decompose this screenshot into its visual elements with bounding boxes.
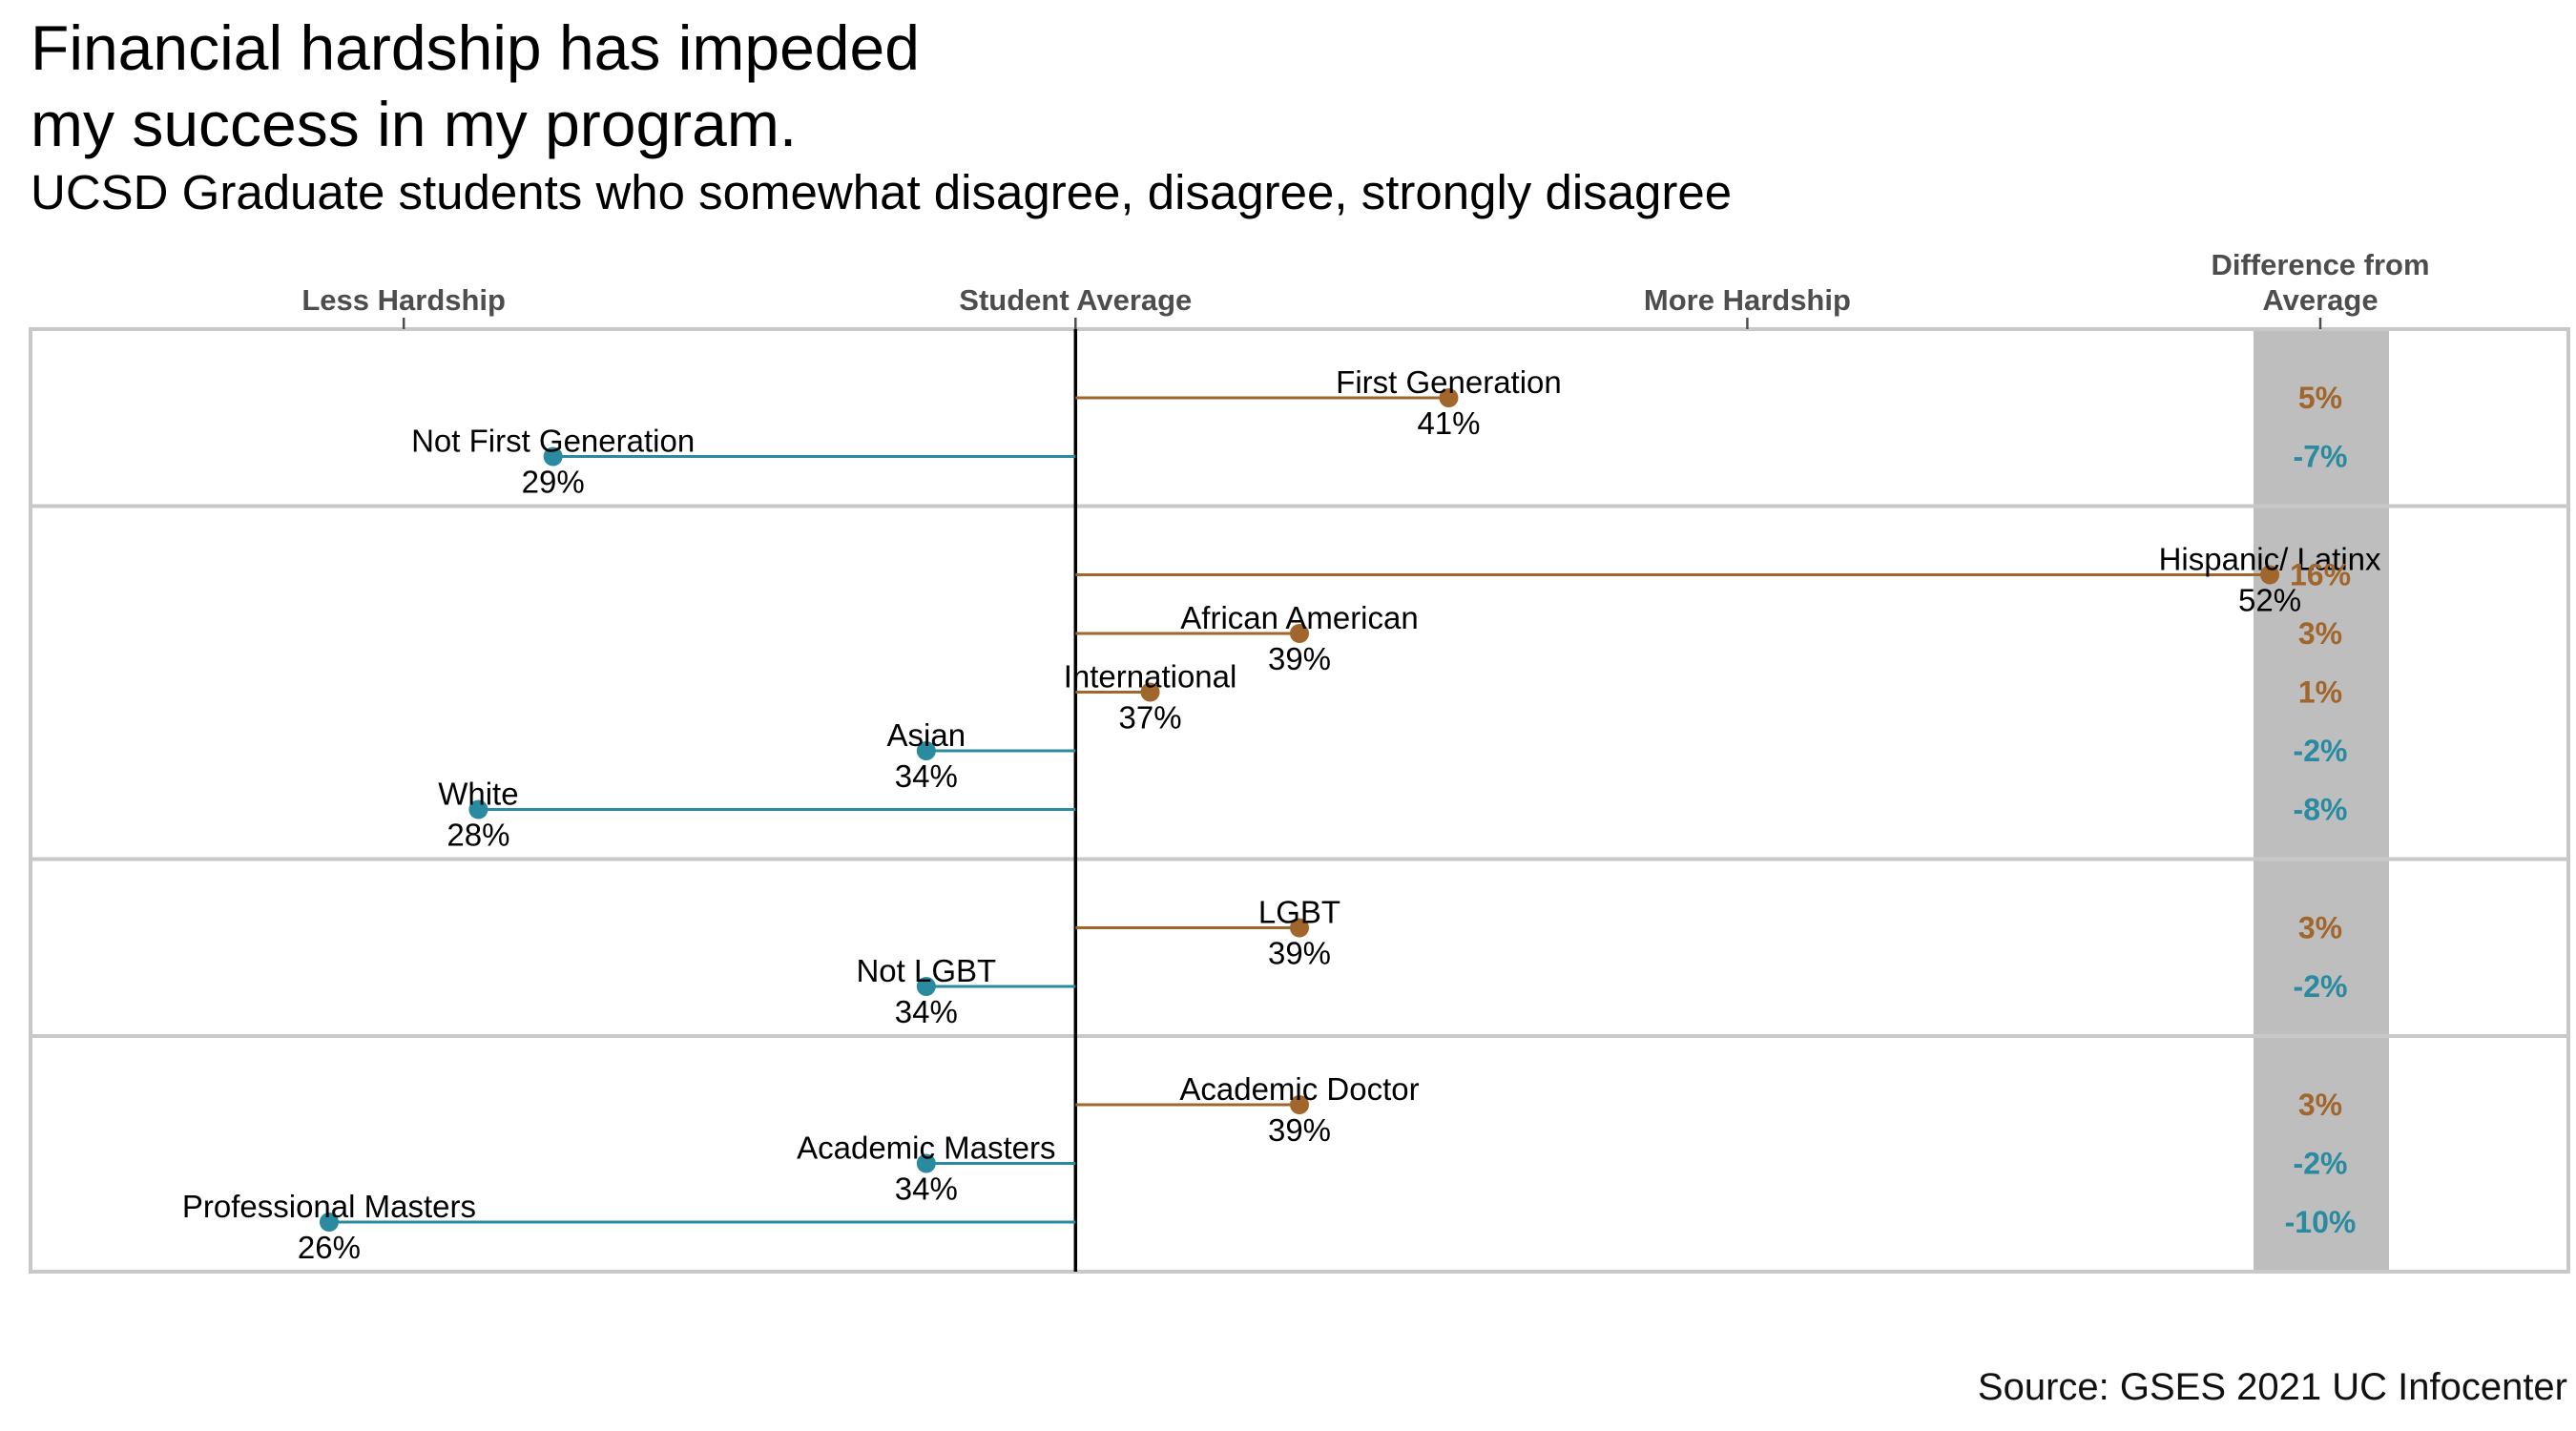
diff-label-academic-doctor: 3% (2298, 1088, 2342, 1122)
chart-subtitle: UCSD Graduate students who somewhat disa… (31, 165, 1733, 219)
point-first-generation (1439, 388, 1459, 407)
label-professional-masters: Professional Masters (182, 1189, 476, 1224)
label-african-american: African American (1180, 600, 1418, 635)
label-not-lgbt: Not LGBT (856, 953, 996, 988)
diff-label-asian: -2% (2294, 734, 2348, 768)
point-professional-masters (319, 1213, 339, 1232)
diff-label-african-american: 3% (2298, 616, 2342, 651)
diff-label-lgbt: 3% (2298, 911, 2342, 945)
value-label-not-first-generation: 29% (522, 465, 585, 500)
diff-label-white: -8% (2294, 793, 2348, 827)
diff-label-international: 1% (2298, 675, 2342, 710)
value-label-lgbt: 39% (1268, 936, 1331, 971)
label-academic-doctor: Academic Doctor (1179, 1071, 1419, 1107)
point-lgbt (1290, 918, 1309, 938)
panel-border-1 (29, 327, 2570, 508)
value-label-academic-masters: 34% (895, 1172, 958, 1207)
value-label-african-american: 39% (1268, 641, 1331, 676)
axis-label-more-hardship: More Hardship (1644, 283, 1851, 317)
difference-column-background (2254, 329, 2389, 1272)
label-lgbt: LGBT (1258, 895, 1340, 930)
point-academic-doctor (1290, 1095, 1309, 1114)
axis-label-student-average: Student Average (959, 283, 1192, 317)
point-academic-masters (916, 1153, 936, 1173)
point-hispanic-latinx (2260, 565, 2280, 585)
difference-header-line-1: Difference from (2211, 248, 2429, 281)
diff-label-not-lgbt: -2% (2294, 969, 2348, 1004)
diff-label-not-first-generation: -7% (2294, 440, 2348, 474)
diff-label-first-generation: 5% (2298, 381, 2342, 415)
label-not-first-generation: Not First Generation (411, 424, 695, 459)
point-international (1140, 682, 1160, 702)
value-label-professional-masters: 26% (298, 1230, 361, 1265)
label-hispanic-latinx: Hispanic/ Latinx (2159, 542, 2381, 577)
label-asian: Asian (887, 717, 966, 753)
value-label-academic-doctor: 39% (1268, 1112, 1331, 1148)
point-african-american (1290, 624, 1309, 643)
value-label-not-lgbt: 34% (895, 994, 958, 1029)
value-label-international: 37% (1118, 700, 1181, 736)
axis-label-less-hardship: Less Hardship (301, 283, 506, 317)
label-white: White (438, 777, 518, 812)
label-academic-masters: Academic Masters (797, 1130, 1055, 1166)
point-asian (916, 741, 936, 760)
diff-label-academic-masters: -2% (2294, 1147, 2348, 1181)
source-note: Source: GSES 2021 UC Infocenter (1977, 1366, 2567, 1408)
label-first-generation: First Generation (1336, 364, 1562, 400)
diff-label-hispanic-latinx: 16% (2290, 558, 2351, 592)
point-white (468, 799, 488, 819)
value-label-hispanic-latinx: 52% (2238, 583, 2301, 618)
point-not-first-generation (543, 446, 563, 467)
panel-border-4 (29, 1034, 2570, 1274)
difference-header-line-2: Average (2262, 283, 2378, 317)
value-label-first-generation: 41% (1417, 405, 1480, 441)
value-label-asian: 34% (895, 758, 958, 794)
value-label-white: 28% (447, 818, 509, 853)
point-not-lgbt (916, 977, 936, 996)
chart-title: Financial hardship has impeded my succes… (31, 12, 920, 159)
label-international: International (1064, 659, 1237, 695)
diff-label-professional-masters: -10% (2285, 1205, 2357, 1239)
